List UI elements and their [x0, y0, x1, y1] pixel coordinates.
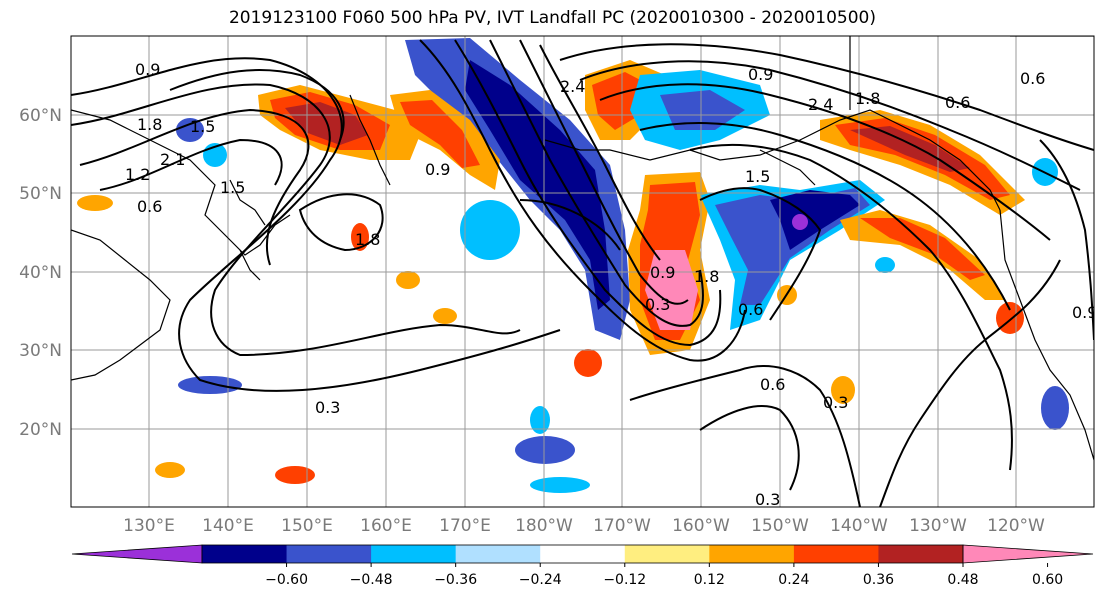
contour-label: 1.5	[190, 117, 215, 136]
longitude-labels: 130°E 140°E 150°E 160°E 170°E 180°W 170°…	[123, 516, 1045, 536]
contour-label: 0.3	[823, 393, 848, 412]
contour-label: 0.3	[315, 398, 340, 417]
contour-label: 1.2	[125, 165, 150, 184]
colorbar-tick-label: 0.12	[694, 572, 725, 588]
contour-label: 0.6	[1020, 69, 1045, 88]
contour-label: 0.9	[748, 65, 773, 84]
contour-label: 1.5	[745, 167, 770, 186]
contour-label: 1.8	[355, 230, 380, 249]
lon-label: 170°W	[593, 516, 651, 536]
contour-label: 0.6	[137, 197, 162, 216]
colorbar-tick-label: 0.36	[863, 572, 894, 588]
lon-label: 150°W	[751, 516, 809, 536]
lon-label: 150°E	[281, 516, 333, 536]
lat-label: 50°N	[19, 184, 62, 204]
contour-label: 0.6	[945, 93, 970, 112]
lat-label: 20°N	[19, 420, 62, 440]
colorbar-segment	[540, 545, 626, 563]
map-title: 2019123100 F060 500 hPa PV, IVT Landfall…	[228, 8, 876, 28]
contour-label: 1.5	[220, 178, 245, 197]
colorbar-extend-high	[962, 544, 1094, 564]
contours	[71, 39, 1094, 507]
colorbar-tick-label: −0.12	[603, 572, 646, 588]
contour-label: 2.1	[160, 150, 185, 169]
contour-label: 0.9	[425, 160, 450, 179]
contour-label-group: 0.9 1.8 1.5 2.1 1.2 1.5 0.6 2.4 0.9 0.6 …	[125, 60, 1097, 509]
colorbar-segment	[371, 545, 457, 563]
contour-label: 0.9	[1072, 303, 1097, 322]
colorbar-segment	[624, 545, 710, 563]
lon-label: 140°E	[202, 516, 254, 536]
colorbar-tick-label: 0.48	[947, 572, 978, 588]
lat-label: 40°N	[19, 263, 62, 283]
colorbar-tick-label: −0.48	[350, 572, 393, 588]
colorbar-ticks: −0.60 −0.48 −0.36 −0.24 −0.12 0.12 0.24 …	[265, 572, 1063, 588]
colorbar-extend-low	[71, 544, 203, 564]
contour-label: 0.6	[738, 300, 763, 319]
coastlines	[71, 36, 1094, 461]
lon-label: 160°E	[360, 516, 412, 536]
graticule	[71, 36, 1094, 507]
colorbar-frame	[201, 544, 964, 564]
colorbar-segment	[202, 545, 288, 563]
lat-label: 30°N	[19, 341, 62, 361]
lon-label: 160°W	[672, 516, 730, 536]
contour-label: 0.3	[645, 295, 670, 314]
contour-label: 0.9	[650, 263, 675, 282]
colorbar-segment	[455, 545, 541, 563]
colorbar-segment	[286, 545, 372, 563]
contour-label: 0.9	[135, 60, 160, 79]
lon-label: 130°W	[909, 516, 967, 536]
lat-label: 60°N	[19, 106, 62, 126]
contour-label: 2.4	[560, 77, 585, 96]
contour-label: 1.8	[855, 89, 880, 108]
colorbar-tick-label: −0.60	[265, 572, 308, 588]
lon-label: 120°W	[987, 516, 1045, 536]
contour-label: 1.8	[694, 267, 719, 286]
latitude-labels: 60°N 50°N 40°N 30°N 20°N	[19, 106, 62, 440]
colorbar-tick-label: −0.36	[434, 572, 477, 588]
lon-label: 170°E	[439, 516, 491, 536]
contour-label: 1.8	[137, 115, 162, 134]
colorbar-tick-label: −0.24	[519, 572, 562, 588]
colorbar-tick-label: 0.24	[778, 572, 809, 588]
colorbar-segment	[793, 545, 879, 563]
contour-label: 0.6	[760, 375, 785, 394]
map-plot-area: 0.9 1.8 1.5 2.1 1.2 1.5 0.6 2.4 0.9 0.6 …	[71, 36, 1097, 509]
colorbar-segment	[709, 545, 795, 563]
lon-label: 130°E	[123, 516, 175, 536]
plot-frame	[70, 35, 1095, 508]
lon-label: 180°W	[515, 516, 573, 536]
contour-label: 2.4	[808, 95, 833, 114]
colorbar-segment	[878, 545, 964, 563]
colorbar	[71, 544, 1094, 567]
contour-label: 0.3	[755, 490, 780, 509]
lon-label: 140°W	[830, 516, 888, 536]
colorbar-tick-label: 0.60	[1032, 572, 1063, 588]
